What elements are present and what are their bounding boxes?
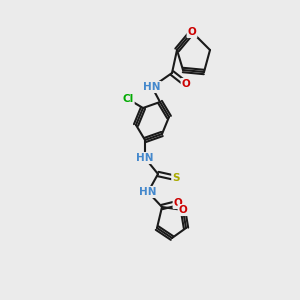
Text: O: O <box>188 27 196 37</box>
Text: O: O <box>182 79 190 89</box>
Text: Cl: Cl <box>122 94 134 104</box>
Text: O: O <box>178 205 188 215</box>
Text: HN: HN <box>143 82 161 92</box>
Text: S: S <box>172 173 180 183</box>
Text: HN: HN <box>139 187 157 197</box>
Text: O: O <box>174 198 182 208</box>
Text: HN: HN <box>136 153 154 163</box>
